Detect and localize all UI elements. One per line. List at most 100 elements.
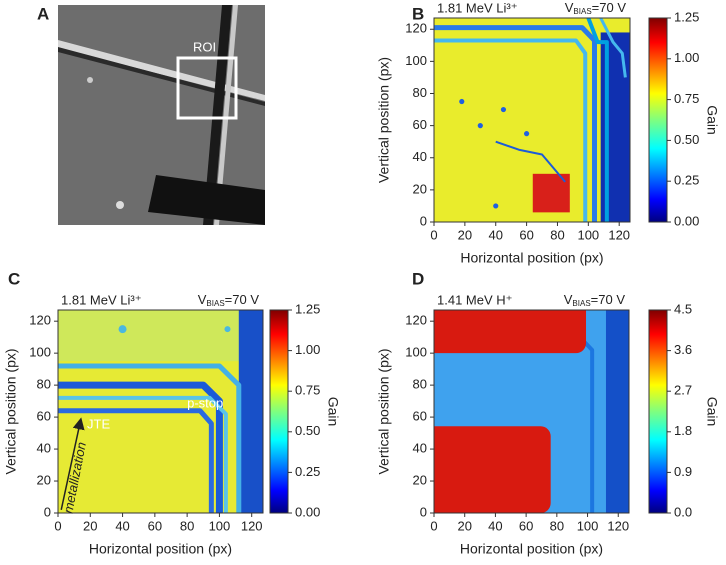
bias-label: VBIAS=70 V xyxy=(564,292,626,308)
band xyxy=(434,38,588,222)
band xyxy=(586,18,609,222)
colorbar-tick-label: 2.7 xyxy=(674,383,692,398)
spot xyxy=(118,325,127,334)
colorbar-tick-label: 0.25 xyxy=(674,173,699,188)
plot-frame xyxy=(57,309,264,514)
bias-symbol: V xyxy=(565,0,574,15)
colorbar-label: Gain xyxy=(325,397,341,427)
x-tick-label: 20 xyxy=(458,227,472,242)
band xyxy=(58,381,223,513)
x-axis-label: Horizontal position (px) xyxy=(89,541,232,557)
bias-text: =70 V xyxy=(591,292,626,307)
x-axis-label: Horizontal position (px) xyxy=(460,250,603,266)
region xyxy=(434,310,587,354)
y-tick-label: 100 xyxy=(405,345,427,360)
colorbar-label: Gain xyxy=(704,397,720,427)
bias-subscript: BIAS xyxy=(573,7,591,16)
colorbar xyxy=(648,309,668,514)
spot xyxy=(493,203,499,209)
x-tick-label: 100 xyxy=(577,518,599,533)
bias-subscript: BIAS xyxy=(206,299,224,308)
x-tick-label: 120 xyxy=(241,518,263,533)
y-tick-label: 40 xyxy=(413,441,427,456)
colorbar-tick-label: 0.0 xyxy=(674,504,692,519)
colorbar-tick-label: 4.5 xyxy=(674,301,692,316)
panel-label: D xyxy=(412,269,424,288)
y-tick-label: 20 xyxy=(413,472,427,487)
colorbar-tick-label: 1.8 xyxy=(674,423,692,438)
x-tick-label: 120 xyxy=(608,227,630,242)
x-tick-label: 120 xyxy=(607,518,629,533)
band xyxy=(599,18,627,78)
bias-text: =70 V xyxy=(225,292,260,307)
x-tick-label: 0 xyxy=(430,518,437,533)
y-tick-label: 120 xyxy=(405,21,427,36)
y-tick-label: 20 xyxy=(37,472,51,487)
bias-symbol: V xyxy=(198,292,207,307)
y-tick-label: 120 xyxy=(29,313,51,328)
heatmap-image xyxy=(434,310,629,513)
y-tick-label: 80 xyxy=(413,377,427,392)
colorbar-tick-label: 0.25 xyxy=(295,464,320,479)
annotation: p-stop xyxy=(187,396,223,411)
colorbar-tick-label: 0.75 xyxy=(295,383,320,398)
colorbar-tick-label: 0.00 xyxy=(295,504,320,519)
x-tick-label: 40 xyxy=(488,518,502,533)
colorbar-label: Gain xyxy=(704,105,720,135)
y-tick-label: 60 xyxy=(413,117,427,132)
plot-frame xyxy=(433,309,630,514)
x-tick-label: 0 xyxy=(54,518,61,533)
y-tick-label: 40 xyxy=(413,149,427,164)
x-tick-label: 40 xyxy=(488,227,502,242)
x-tick-label: 60 xyxy=(519,227,533,242)
colorbar-tick-label: 3.6 xyxy=(674,342,692,357)
x-tick-label: 80 xyxy=(180,518,194,533)
y-tick-label: 40 xyxy=(37,441,51,456)
x-tick-label: 80 xyxy=(550,227,564,242)
colorbar-tick-label: 1.00 xyxy=(674,50,699,65)
background xyxy=(434,18,630,222)
colorbar-tick-label: 0.75 xyxy=(674,91,699,106)
region xyxy=(434,426,551,513)
region xyxy=(58,310,263,362)
region xyxy=(238,310,263,513)
band xyxy=(434,25,598,222)
colorbar xyxy=(648,17,668,223)
x-axis-label: Horizontal position (px) xyxy=(460,541,603,557)
band xyxy=(58,408,214,513)
colorbar-tick-label: 1.25 xyxy=(674,9,699,24)
y-tick-label: 80 xyxy=(37,377,51,392)
x-tick-label: 100 xyxy=(577,227,599,242)
colorbar-tick-label: 0.00 xyxy=(674,213,699,228)
x-tick-label: 60 xyxy=(148,518,162,533)
roi-label: ROI xyxy=(193,39,216,54)
colorbar xyxy=(269,309,289,514)
bias-subscript: BIAS xyxy=(572,299,590,308)
chart-title: 1.81 MeV Li³⁺ xyxy=(437,0,518,15)
x-tick-label: 20 xyxy=(457,518,471,533)
x-tick-label: 0 xyxy=(430,227,437,242)
annotation: JTE xyxy=(87,417,110,432)
y-tick-label: 20 xyxy=(413,181,427,196)
band xyxy=(495,140,566,183)
y-tick-label: 0 xyxy=(420,504,427,519)
band xyxy=(58,395,228,513)
y-axis-label: Vertical position (px) xyxy=(376,57,392,183)
y-tick-label: 0 xyxy=(420,213,427,228)
band xyxy=(58,363,242,513)
y-tick-label: 100 xyxy=(29,345,51,360)
x-tick-label: 60 xyxy=(519,518,533,533)
chart-title: 1.81 MeV Li³⁺ xyxy=(61,292,142,307)
region xyxy=(605,310,629,513)
spot xyxy=(500,106,507,113)
y-axis-label: Vertical position (px) xyxy=(3,348,19,474)
bias-label: VBIAS=70 V xyxy=(198,292,260,308)
arrow xyxy=(60,417,85,510)
x-tick-label: 40 xyxy=(115,518,129,533)
x-tick-label: 100 xyxy=(209,518,231,533)
y-axis-label: Vertical position (px) xyxy=(376,348,392,474)
spot xyxy=(459,98,465,105)
colorbar-tick-label: 1.00 xyxy=(295,342,320,357)
photo xyxy=(58,5,265,225)
panel-label: C xyxy=(8,269,20,288)
